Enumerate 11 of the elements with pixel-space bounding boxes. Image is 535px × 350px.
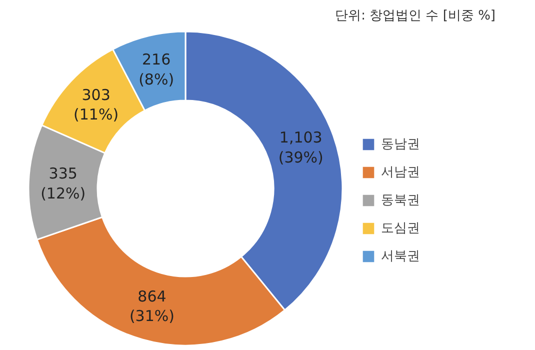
data-label: 335 (12%) (40, 164, 86, 202)
legend-label: 동북권 (381, 192, 420, 209)
data-label: 303 (11%) (74, 86, 119, 124)
legend-label: 도심권 (381, 220, 420, 237)
legend-label: 서북권 (381, 248, 420, 265)
legend-label: 동남권 (381, 136, 420, 153)
legend-label: 서남권 (381, 164, 420, 181)
data-label: 864 (31%) (129, 287, 174, 326)
text: 단위: 창업법인 수 [비중 %] (335, 8, 496, 24)
data-label: 1,103 (39%) (278, 128, 324, 166)
data-label: 216 (8%) (138, 50, 174, 88)
